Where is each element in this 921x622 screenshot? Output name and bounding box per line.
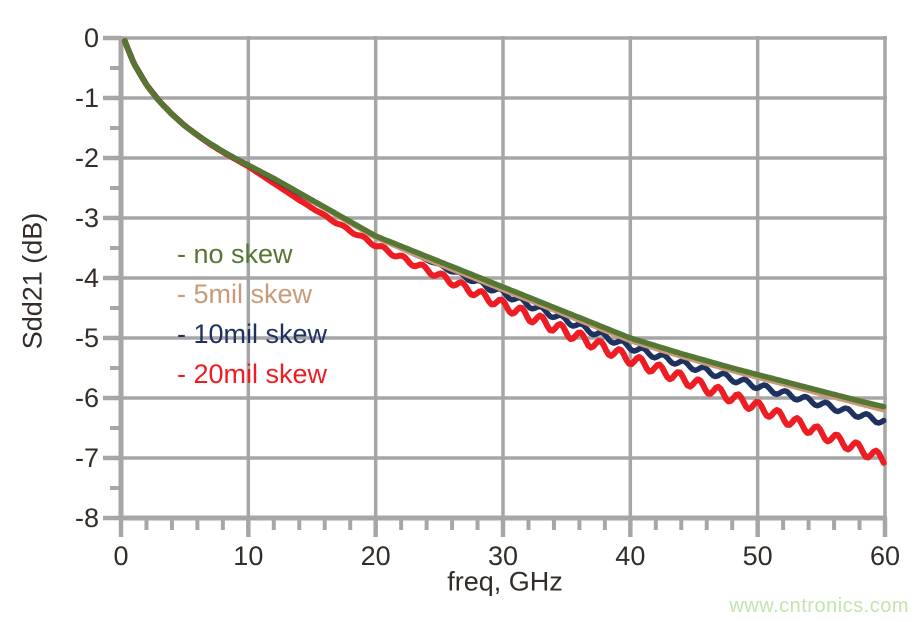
legend-item-20mil-skew: - 20mil skew <box>177 359 328 389</box>
y-tick-label: -2 <box>75 143 99 173</box>
x-tick-label: 50 <box>743 541 773 571</box>
x-tick-label: 10 <box>233 541 263 571</box>
y-tick-label: -4 <box>75 263 99 293</box>
series-line-no-skew <box>122 38 887 410</box>
x-tick-label: 30 <box>488 541 518 571</box>
y-tick-label: -6 <box>75 383 99 413</box>
x-tick-label: 40 <box>615 541 645 571</box>
legend-item-10mil-skew: - 10mil skew <box>177 319 328 349</box>
y-tick-label: -3 <box>75 203 99 233</box>
y-tick-label: -8 <box>75 503 99 533</box>
y-tick-label: -5 <box>75 323 99 353</box>
y-axis-label: Sdd21 (dB) <box>17 212 48 350</box>
legend-item-no-skew: - no skew <box>177 239 293 269</box>
y-tick-label: -7 <box>75 443 99 473</box>
x-tick-label: 60 <box>870 541 900 571</box>
legend-item-5mil-skew: - 5mil skew <box>177 279 313 309</box>
y-tick-label: 0 <box>84 23 99 53</box>
y-tick-label: -1 <box>75 83 99 113</box>
x-axis-label: freq, GHz <box>447 566 563 597</box>
x-tick-label: 20 <box>361 541 391 571</box>
watermark-text: www.cntronics.com <box>729 595 909 617</box>
legend: - no skew - 5mil skew - 10mil skew - 20mil … <box>177 234 327 394</box>
x-tick-label: 0 <box>113 541 128 571</box>
